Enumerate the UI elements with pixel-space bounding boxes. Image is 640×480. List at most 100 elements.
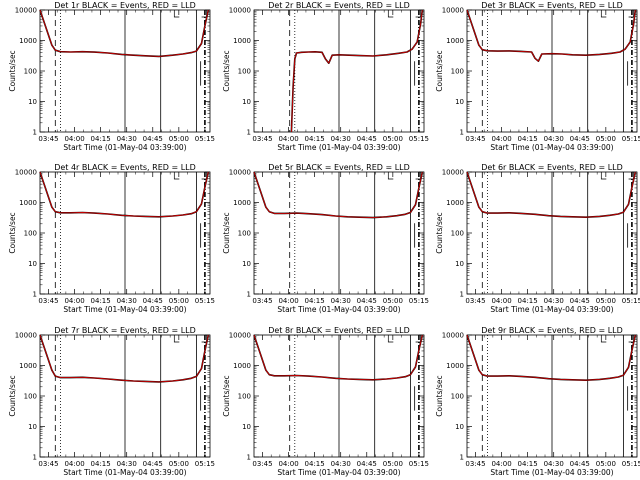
panel-6-bracket-left <box>600 172 607 180</box>
panel-7-xtick-label: 04:45 <box>143 460 163 468</box>
panel-5-ytick-label: 10000 <box>229 169 251 177</box>
panel-9-ytick-label: 10000 <box>442 332 464 340</box>
panel-8-xtick-label: 05:15 <box>409 460 429 468</box>
panel-6-xtick-label: 05:00 <box>596 297 616 305</box>
panel-5-xlabel: Start Time (01-May-04 03:39:00) <box>277 305 400 314</box>
panel-9-xtick-label: 04:15 <box>518 460 538 468</box>
panel-8-ytick-label: 1 <box>247 454 251 462</box>
panel-3-xtick-label: 03:45 <box>465 135 485 143</box>
panel-2-xlabel: Start Time (01-May-04 03:39:00) <box>277 143 400 152</box>
panel-3-xlabel: Start Time (01-May-04 03:39:00) <box>490 143 613 152</box>
panel-2-xtick-label: 05:00 <box>383 135 403 143</box>
panel-9-ylabel: Counts/sec <box>435 375 444 416</box>
panel-6-title: Det 6r BLACK = Events, RED = LLD <box>481 163 623 172</box>
panel-9-ytick-label: 10 <box>455 423 464 431</box>
panel-8-series-events <box>253 334 424 381</box>
panel-9-xtick-label: 03:45 <box>465 460 485 468</box>
panel-1-xtick-label: 05:00 <box>169 135 189 143</box>
panel-6-xtick-label: 04:30 <box>544 297 564 305</box>
panel-1-xtick-label: 05:15 <box>195 135 215 143</box>
panel-4-xtick-label: 04:30 <box>117 297 137 305</box>
panel-5-title: Det 5r BLACK = Events, RED = LLD <box>268 163 410 172</box>
panel-7-xtick-label: 05:00 <box>169 460 189 468</box>
panel-6-series-events <box>466 171 637 218</box>
panel-1-title: Det 1r BLACK = Events, RED = LLD <box>54 1 196 10</box>
panel-5-xtick-label: 03:45 <box>252 297 272 305</box>
panel-5-ytick-label: 1000 <box>233 199 251 207</box>
panel-3-series-lld <box>466 9 636 62</box>
panel-7-ytick-label: 10 <box>28 423 37 431</box>
panel-1-ytick-label: 10000 <box>15 7 37 15</box>
panel-1-ytick-label: 10 <box>28 98 37 106</box>
panel-1-xlabel: Start Time (01-May-04 03:39:00) <box>63 143 186 152</box>
panel-9-xtick-label: 04:30 <box>544 460 564 468</box>
panel-4-xtick-label: 04:15 <box>91 297 111 305</box>
panel-8-xtick-label: 04:30 <box>331 460 351 468</box>
panel-4-xtick-label: 05:00 <box>169 297 189 305</box>
panel-8-ytick-label: 10 <box>242 423 251 431</box>
panel-6-xtick-label: 03:45 <box>465 297 485 305</box>
panel-7-ytick-label: 10000 <box>15 332 37 340</box>
panel-8-series-lld <box>253 334 423 381</box>
panel-8-xtick-label: 03:45 <box>252 460 272 468</box>
panel-8-xtick-label: 04:45 <box>357 460 377 468</box>
panel-4-series-lld <box>39 171 209 218</box>
panel-4-ylabel: Counts/sec <box>8 212 17 253</box>
panel-2-ytick-label: 100 <box>238 68 251 76</box>
panel-9-xtick-label: 05:15 <box>622 460 640 468</box>
panel-1-bracket-left <box>173 10 180 18</box>
panel-5-xtick-label: 04:45 <box>357 297 377 305</box>
panel-6-ytick-label: 1 <box>460 291 464 299</box>
panel-7-bracket-left <box>173 335 180 343</box>
panel-6-xtick-label: 04:45 <box>570 297 590 305</box>
panel-3-title: Det 3r BLACK = Events, RED = LLD <box>481 1 623 10</box>
panel-9-xtick-label: 05:00 <box>596 460 616 468</box>
panel-2-ylabel: Counts/sec <box>222 50 231 91</box>
panel-7-xtick-label: 04:00 <box>64 460 84 468</box>
panel-9-xtick-label: 04:45 <box>570 460 590 468</box>
panel-4-ytick-label: 100 <box>24 230 37 238</box>
panel-3-xtick-label: 04:15 <box>518 135 538 143</box>
panel-5-xtick-label: 04:15 <box>305 297 325 305</box>
panel-2-xtick-label: 03:45 <box>252 135 272 143</box>
panel-5-bracket-left <box>387 172 394 180</box>
panel-3-ytick-label: 100 <box>451 68 464 76</box>
panel-2-series-events <box>290 9 424 133</box>
panel-3-xtick-label: 05:15 <box>622 135 640 143</box>
panel-4-series-events <box>39 171 210 218</box>
panel-6-ytick-label: 1000 <box>446 199 464 207</box>
panel-5-ylabel: Counts/sec <box>222 212 231 253</box>
panel-2-ytick-label: 1 <box>247 129 251 137</box>
panel-3-ytick-label: 10000 <box>442 7 464 15</box>
panel-2-series-lld <box>290 9 423 133</box>
panel-3-ytick-label: 1 <box>460 129 464 137</box>
panel-8-ylabel: Counts/sec <box>222 375 231 416</box>
panel-4-xlabel: Start Time (01-May-04 03:39:00) <box>63 305 186 314</box>
panel-8-bracket-left <box>387 335 394 343</box>
panel-1-xtick-label: 03:45 <box>38 135 58 143</box>
panel-7-xtick-label: 03:45 <box>38 460 58 468</box>
panel-8-ytick-label: 10000 <box>229 332 251 340</box>
panel-3-xtick-label: 04:30 <box>544 135 564 143</box>
panel-7-series-events <box>39 334 210 383</box>
panel-4-ytick-label: 10 <box>28 260 37 268</box>
panel-2-bracket-right <box>415 10 421 18</box>
panel-6-series-lld <box>466 171 636 218</box>
panel-2-xtick-label: 04:30 <box>331 135 351 143</box>
panel-2-ytick-label: 10000 <box>229 7 251 15</box>
panel-9-series-events <box>466 334 637 382</box>
panel-7-series-lld <box>39 334 209 383</box>
panel-4-ytick-label: 1 <box>33 291 37 299</box>
panel-4-xtick-label: 04:00 <box>64 297 84 305</box>
panel-9-xtick-label: 04:00 <box>491 460 511 468</box>
panel-9-series-lld <box>466 334 636 381</box>
panel-5-series-lld <box>253 171 423 219</box>
panel-3-ytick-label: 1000 <box>446 37 464 45</box>
panel-5-ytick-label: 1 <box>247 291 251 299</box>
panel-1-xtick-label: 04:15 <box>91 135 111 143</box>
panel-1-xtick-label: 04:30 <box>117 135 137 143</box>
panel-8-ytick-label: 1000 <box>233 362 251 370</box>
panel-8-title: Det 8r BLACK = Events, RED = LLD <box>268 326 410 335</box>
panel-3-xtick-label: 04:45 <box>570 135 590 143</box>
